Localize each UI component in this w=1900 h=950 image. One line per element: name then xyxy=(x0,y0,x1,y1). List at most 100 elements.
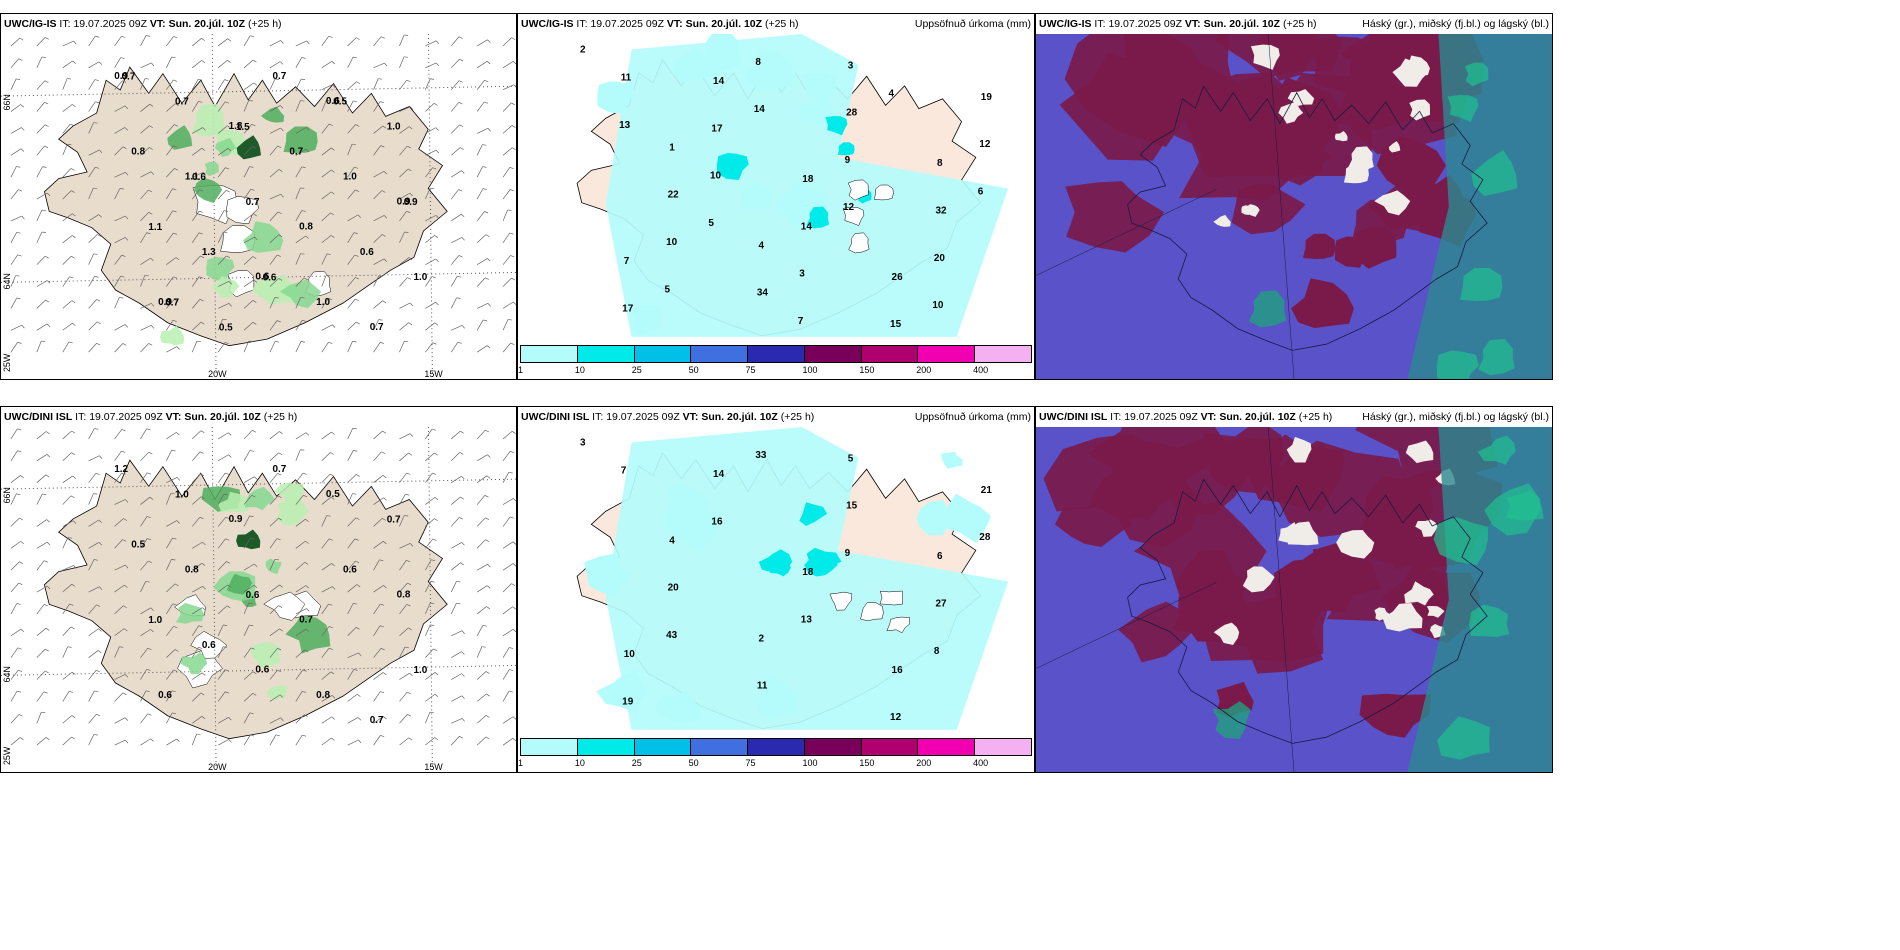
wind-barb-flag xyxy=(511,277,516,281)
precip-value-label: 0.7 xyxy=(370,322,384,333)
mid-cloud xyxy=(1374,607,1391,621)
wind-barb xyxy=(192,496,202,505)
wind-barb-flag xyxy=(461,237,465,241)
wind-barb xyxy=(399,322,409,331)
precip-area xyxy=(630,304,662,336)
wind-barb-flag xyxy=(277,648,282,651)
precip-area xyxy=(283,126,318,154)
wind-barb-flag xyxy=(434,322,439,326)
wind-barb-flag xyxy=(46,519,50,523)
wind-barb xyxy=(321,61,332,69)
wind-barb-flag xyxy=(485,736,490,740)
wind-barb-flag xyxy=(253,213,257,217)
wind-barb xyxy=(217,605,228,615)
wind-barb-flag xyxy=(202,607,206,611)
wind-barb xyxy=(166,583,176,593)
wind-barb xyxy=(295,518,306,527)
precip-value-label: 0.6 xyxy=(263,272,277,283)
precip-heavy xyxy=(799,502,828,527)
wind-barb-flag xyxy=(228,454,232,458)
wind-barb-flag xyxy=(430,624,435,626)
wind-barb xyxy=(243,647,252,658)
wind-barb-flag xyxy=(125,172,129,176)
wind-barb xyxy=(192,38,202,47)
wind-barb-flag xyxy=(41,209,46,212)
wind-barb xyxy=(425,342,433,353)
wind-barb-flag xyxy=(511,583,516,586)
graticule xyxy=(1267,427,1295,772)
wind-barb-flag xyxy=(458,101,463,105)
wind-barb xyxy=(62,495,72,505)
wind-barb-flag xyxy=(175,257,180,261)
wind-barb-flag xyxy=(457,341,462,344)
wind-barb xyxy=(166,168,175,178)
wind-barb-flag xyxy=(199,189,204,192)
wind-barb-flag xyxy=(71,715,76,718)
wind-barb-flag xyxy=(176,477,181,481)
it-label: IT: xyxy=(75,411,87,423)
wind-barb-flag xyxy=(328,341,333,344)
clouds-map-svg xyxy=(1036,34,1552,379)
wind-barb xyxy=(295,40,307,47)
wind-barb-flag xyxy=(279,584,283,588)
wind-barb-flag xyxy=(459,452,464,455)
wind-barb xyxy=(217,669,226,680)
wind-barb xyxy=(373,258,385,265)
wind-barb-flag xyxy=(46,454,51,458)
wind-barb-flag xyxy=(201,38,205,41)
precip-area xyxy=(194,177,223,204)
wind-barb xyxy=(10,58,19,69)
wind-barb-flag xyxy=(176,346,180,350)
wind-barb xyxy=(347,100,354,112)
wind-barb xyxy=(166,320,174,331)
wind-barb-flag xyxy=(146,232,151,235)
precip-value-label: 26 xyxy=(892,272,904,283)
wind-barb-flag xyxy=(383,716,387,720)
wind-barb-flag xyxy=(407,277,412,280)
wind-barb-flag xyxy=(482,188,487,190)
wind-barb xyxy=(166,188,173,200)
wind-barb-flag xyxy=(331,695,336,699)
wind-barb-flag xyxy=(146,669,151,671)
wind-barb xyxy=(295,432,307,440)
wind-barb-flag xyxy=(357,214,362,218)
wind-barb xyxy=(476,234,487,244)
wind-barb xyxy=(295,277,305,287)
wind-barb-flag xyxy=(512,563,516,567)
colorbar-tick-label: 75 xyxy=(745,758,756,768)
precip-value-label: 8 xyxy=(934,646,940,657)
wind-barb xyxy=(62,213,73,222)
lead-time: (+25 h) xyxy=(1298,411,1333,423)
wind-barb xyxy=(140,125,150,134)
wind-barb-flag xyxy=(302,690,307,693)
wind-barb xyxy=(425,258,437,265)
wind-barb-flag xyxy=(124,127,129,131)
wind-barb xyxy=(502,319,509,331)
wind-barb xyxy=(321,452,331,462)
wind-barb xyxy=(166,712,173,724)
wind-barb-flag xyxy=(277,211,282,215)
wind-barb-flag xyxy=(276,538,281,541)
wind-barb xyxy=(347,627,357,637)
wind-barb-flag xyxy=(174,649,179,652)
wind-barb-flag xyxy=(41,56,46,58)
wind-barb-flag xyxy=(277,473,282,476)
lon-label-15w: 15W xyxy=(424,762,443,772)
wind-barb xyxy=(217,516,226,527)
wind-barb xyxy=(425,276,433,287)
high-cloud xyxy=(1043,433,1184,521)
high-cloud xyxy=(1231,184,1306,235)
wind-barb-flag xyxy=(331,191,335,195)
wind-barb xyxy=(399,56,405,68)
wind-barb-flag xyxy=(19,561,24,564)
precip-map-svg: 2143871418261922342832171714151210892011… xyxy=(559,34,1014,343)
wind-barb xyxy=(425,624,431,636)
wind-barb xyxy=(140,232,148,243)
wind-barb-flag xyxy=(196,340,201,343)
wind-barb-flag xyxy=(434,518,438,522)
wind-barb-flag xyxy=(70,123,74,126)
wind-barb xyxy=(114,215,126,222)
wind-barb xyxy=(476,211,485,222)
wind-barb-flag xyxy=(252,59,257,63)
wind-barb-flag xyxy=(486,693,490,697)
